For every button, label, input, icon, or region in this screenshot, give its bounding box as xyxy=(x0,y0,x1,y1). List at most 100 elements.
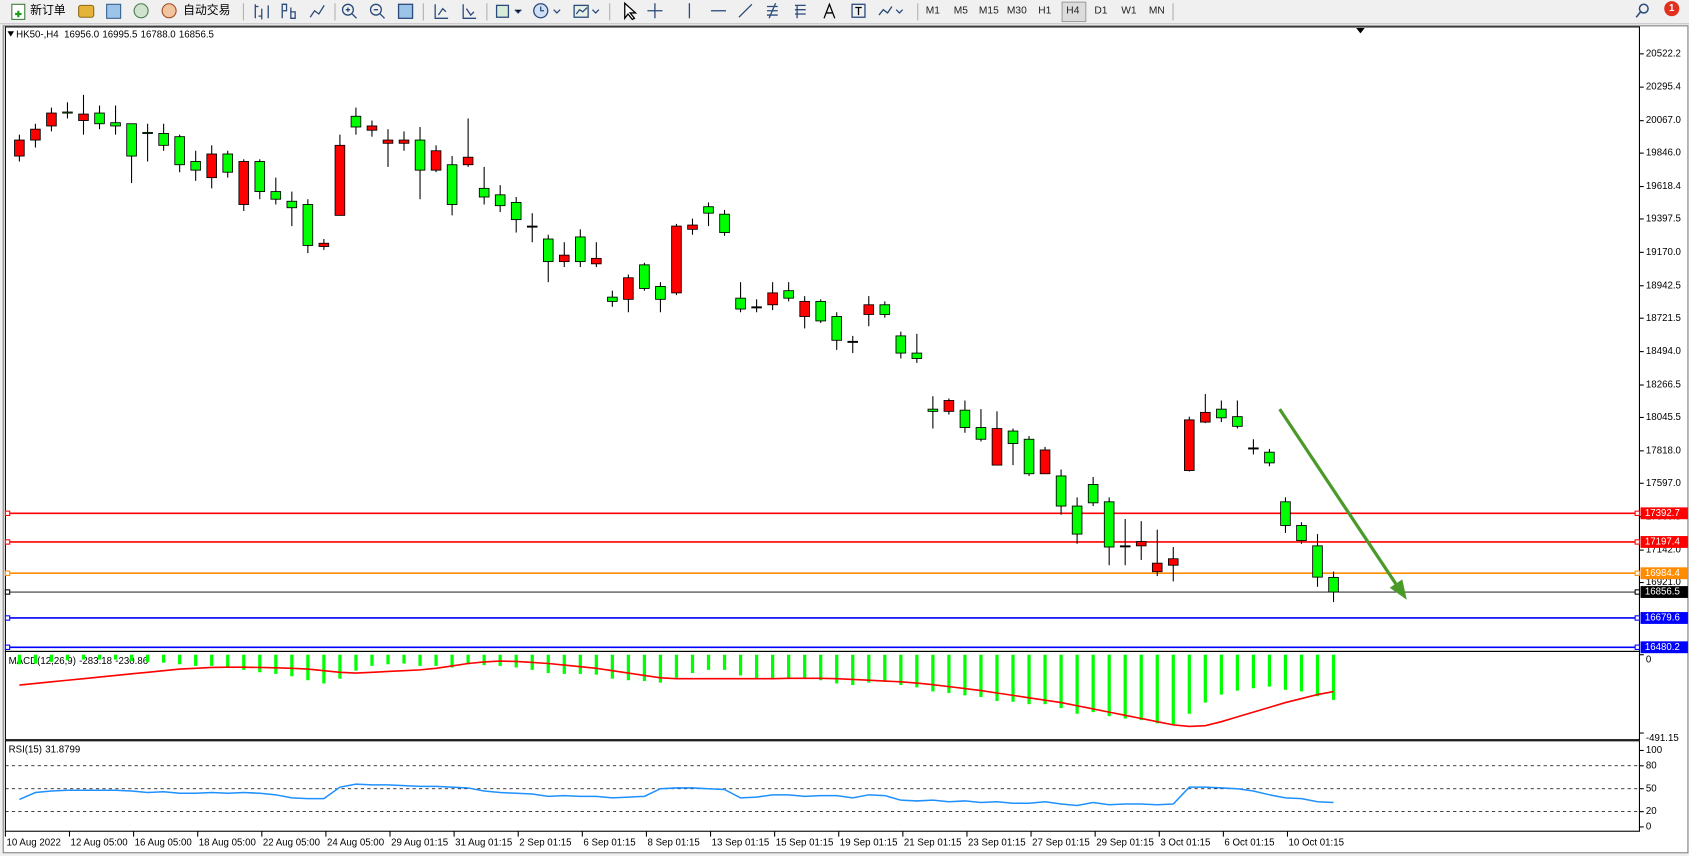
chart-header: HK50-,H4 16956.0 16995.5 16788.0 16856.5 xyxy=(16,29,214,40)
level-price-box xyxy=(1640,507,1688,520)
icon[interactable] xyxy=(106,3,122,19)
x-tick-label: 12 Aug 05:00 xyxy=(71,838,129,849)
timeframe-button[interactable]: MN xyxy=(1149,5,1165,16)
candle-body xyxy=(591,257,602,265)
candle-body xyxy=(1167,558,1179,566)
macd-bar xyxy=(835,654,839,684)
y-tick-label: 18721.5 xyxy=(1646,313,1681,324)
timeframe-button[interactable]: M15 xyxy=(979,5,999,16)
macd-bar xyxy=(1059,654,1063,709)
candle-body xyxy=(1007,430,1019,444)
macd-bar xyxy=(1203,654,1207,703)
timeframe-button[interactable]: M30 xyxy=(1007,5,1027,16)
candle-body xyxy=(639,264,650,289)
candle-body xyxy=(1328,576,1339,593)
macd-bar xyxy=(738,654,743,676)
badge-count[interactable]: 1 xyxy=(1669,3,1675,14)
candle-body xyxy=(350,115,362,128)
macd-bar xyxy=(210,654,214,666)
candle-body xyxy=(270,191,282,200)
icon[interactable] xyxy=(133,3,149,19)
macd-value: -283.18 xyxy=(79,656,112,667)
x-tick-label: 29 Sep 01:15 xyxy=(1096,838,1154,849)
candle-body xyxy=(991,428,1003,466)
timeframe-buttons: M1 M5 M15 M30 H1 H4 D1 W1 MN xyxy=(926,5,1165,16)
candle-body xyxy=(719,213,730,233)
timeframe-button[interactable]: D1 xyxy=(1094,5,1107,16)
macd-bar xyxy=(979,654,983,697)
candle-body xyxy=(334,144,346,216)
macd-bar xyxy=(803,654,807,679)
y-tick-label: 0 xyxy=(1646,655,1652,666)
y-tick-label: 19846.0 xyxy=(1646,148,1682,159)
candle-body xyxy=(1296,525,1307,541)
macd-bar xyxy=(1187,654,1191,714)
macd-bar xyxy=(578,654,582,674)
x-tick-label: 18 Aug 05:00 xyxy=(199,838,257,849)
timeframe-button[interactable]: H1 xyxy=(1038,5,1051,16)
macd-bar xyxy=(1027,654,1031,705)
x-tick-label: 8 Sep 01:15 xyxy=(648,838,700,849)
candle-body xyxy=(318,242,330,247)
candle-body xyxy=(478,187,490,198)
candle-body xyxy=(1055,475,1067,507)
active-timeframe xyxy=(1061,1,1087,23)
candle-body xyxy=(254,161,266,193)
tool-icons[interactable] xyxy=(254,1,904,21)
level-price-label: 16480.2 xyxy=(1645,642,1680,653)
y-tick-label: 20 xyxy=(1646,806,1657,817)
x-tick-label: 10 Aug 2022 xyxy=(6,838,60,849)
arrow-head xyxy=(1389,579,1407,600)
macd-bar xyxy=(819,654,823,681)
icon[interactable] xyxy=(78,4,95,18)
rsi-header: RSI(15) 31.8799 xyxy=(9,744,81,755)
macd-bar xyxy=(466,654,470,665)
candle-body xyxy=(1264,451,1275,464)
new-order-label[interactable]: 新订单 xyxy=(30,3,66,17)
candle-body xyxy=(943,400,955,412)
auto-trading-label[interactable]: 自动交易 xyxy=(183,3,230,17)
y-tick-label: 17597.0 xyxy=(1646,478,1682,489)
macd-bar xyxy=(1219,654,1223,695)
timeframe-button[interactable]: M1 xyxy=(926,5,941,16)
macd-bar xyxy=(65,654,70,661)
candle-body xyxy=(1151,562,1163,573)
macd-bar xyxy=(1043,654,1047,705)
indicator-name: MACD(12,26,9) xyxy=(9,656,76,667)
candle-body xyxy=(927,408,939,412)
timeframe-button[interactable]: H4 xyxy=(1066,5,1079,16)
macd-bar xyxy=(1091,654,1095,713)
macd-bar xyxy=(1283,654,1288,690)
macd-bar xyxy=(947,654,951,693)
timeframe-button[interactable]: M5 xyxy=(954,5,969,16)
signal-line xyxy=(19,660,1334,728)
macd-bar xyxy=(1251,654,1256,689)
macd-bar xyxy=(162,654,166,663)
macd-bar xyxy=(354,654,358,671)
macd-bar xyxy=(242,654,246,670)
macd-bar xyxy=(338,654,342,679)
notification-badge[interactable] xyxy=(1664,1,1680,17)
macd-bar xyxy=(370,654,374,666)
new-order-button[interactable]: 新订单 xyxy=(11,3,66,20)
candle-body xyxy=(1200,411,1211,423)
macd-bar xyxy=(1267,654,1272,687)
candle-body xyxy=(558,254,570,263)
candle-body xyxy=(286,200,298,209)
chart-menu-arrow[interactable] xyxy=(7,31,15,37)
candle-body xyxy=(494,194,506,207)
macd-bar xyxy=(290,654,294,677)
macd-bar xyxy=(594,654,598,675)
search-icon[interactable] xyxy=(1635,3,1649,18)
macd-bar xyxy=(883,654,887,682)
timeframe-button[interactable]: W1 xyxy=(1121,5,1137,16)
candle-body xyxy=(703,206,714,214)
icon[interactable] xyxy=(161,3,177,19)
macd-bar xyxy=(1171,654,1175,725)
level-handle xyxy=(1634,644,1640,650)
macd-bar xyxy=(258,654,262,673)
macd-header: MACD(12,26,9) -283.18 -230.86 xyxy=(9,656,149,667)
candle-body xyxy=(1103,501,1115,548)
level-price-box xyxy=(1640,612,1688,624)
